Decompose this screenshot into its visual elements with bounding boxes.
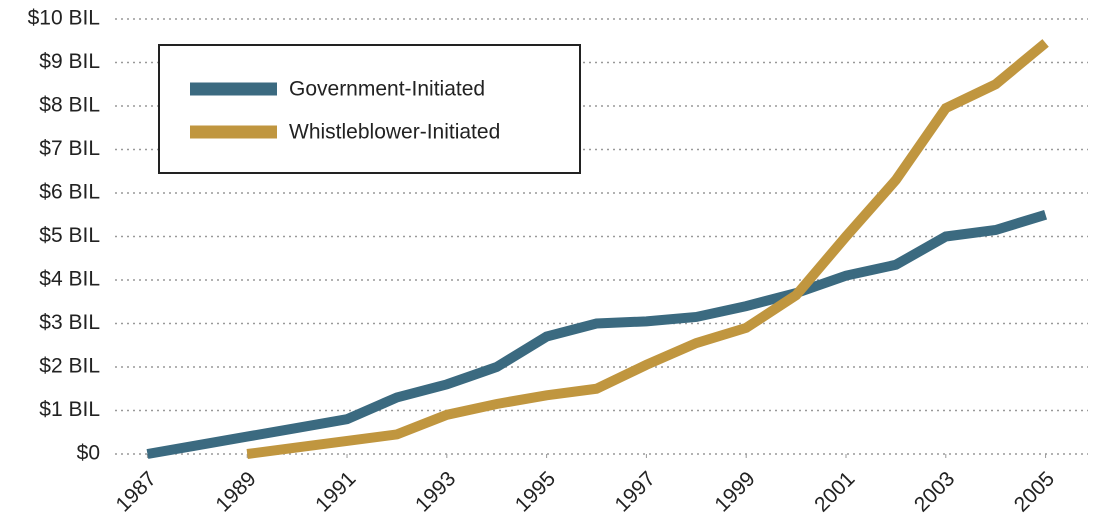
x-tick-label: 2003 (910, 467, 959, 516)
legend-box (158, 44, 581, 174)
x-tick-label: 1987 (112, 467, 161, 516)
series-line (146, 209, 1048, 459)
x-tick-label: 2005 (1010, 467, 1059, 516)
x-tick-label: 1991 (311, 467, 360, 516)
x-tick-label: 1989 (211, 467, 260, 516)
y-tick-label: $10 BIL (28, 7, 100, 30)
y-tick-label: $0 (77, 442, 100, 465)
x-tick-label: 1995 (511, 467, 560, 516)
x-tick-label: 1999 (710, 467, 759, 516)
y-tick-label: $2 BIL (39, 355, 100, 378)
x-tick-label: 1993 (411, 467, 460, 516)
x-tick-label: 2001 (810, 467, 859, 516)
y-tick-label: $5 BIL (39, 224, 100, 247)
y-tick-label: $7 BIL (39, 137, 100, 160)
x-tick-label: 1997 (611, 467, 660, 516)
y-tick-label: $3 BIL (39, 311, 100, 334)
y-tick-label: $8 BIL (39, 94, 100, 117)
legend-label: Whistleblower-Initiated (289, 121, 500, 144)
y-tick-label: $4 BIL (39, 268, 100, 291)
y-tick-label: $1 BIL (39, 398, 100, 421)
legend: Government-Initiated Whistleblower-Initia… (158, 44, 581, 174)
series-line (246, 39, 1049, 459)
y-tick-label: $6 BIL (39, 181, 100, 204)
y-tick-label: $9 BIL (39, 50, 100, 73)
legend-label: Government-Initiated (289, 78, 485, 101)
